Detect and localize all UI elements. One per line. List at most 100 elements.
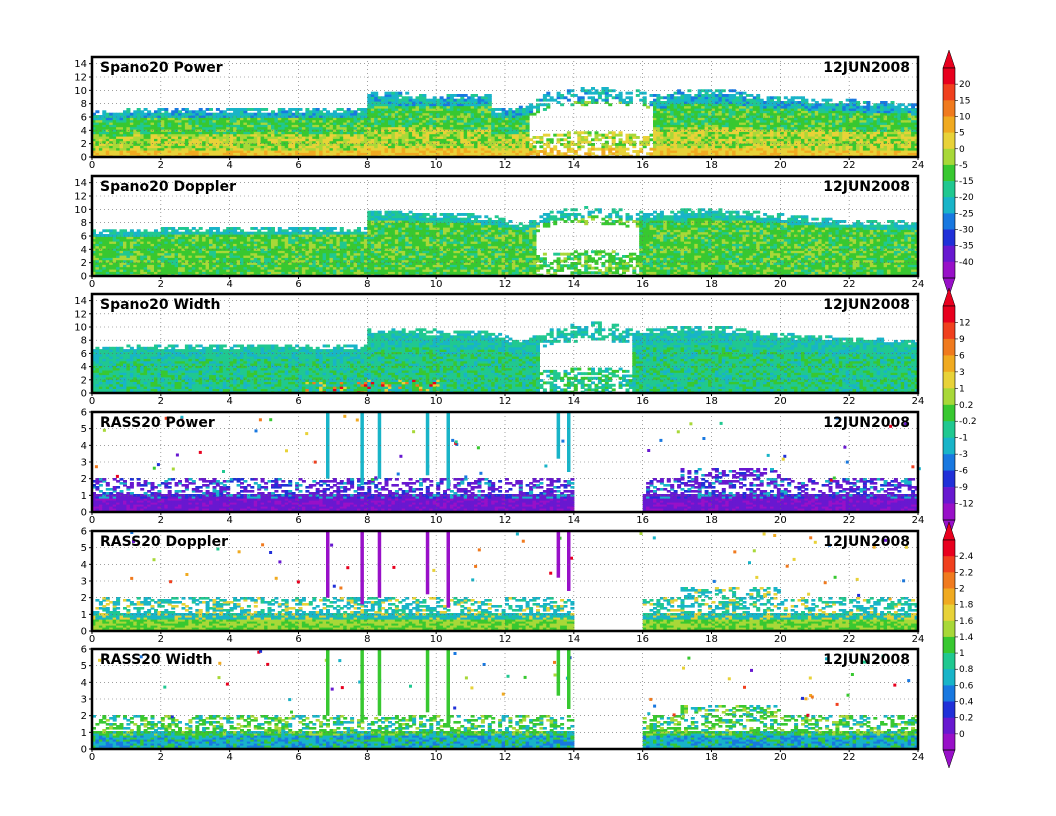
heatmap-cell bbox=[405, 126, 410, 130]
heatmap-cell bbox=[439, 150, 444, 153]
heatmap-cell bbox=[212, 150, 217, 153]
heatmap-cell bbox=[112, 124, 117, 128]
heatmap-cell bbox=[363, 110, 368, 114]
heatmap-cell bbox=[332, 136, 337, 139]
heatmap-cell bbox=[219, 126, 224, 130]
heatmap-cell bbox=[253, 152, 258, 156]
heatmap-cell bbox=[398, 105, 403, 109]
heatmap-cell bbox=[205, 133, 210, 137]
heatmap-cell bbox=[422, 126, 427, 130]
heatmap-cell bbox=[315, 140, 320, 144]
heatmap-cell bbox=[566, 98, 571, 102]
heatmap-cell bbox=[291, 150, 296, 153]
heatmap-cell bbox=[388, 133, 392, 137]
heatmap-cell bbox=[821, 98, 826, 102]
heatmap-cell bbox=[277, 147, 282, 151]
heatmap-cell bbox=[295, 115, 300, 118]
heatmap-cell bbox=[229, 119, 234, 123]
heatmap-cell bbox=[171, 152, 176, 156]
heatmap-cell bbox=[133, 115, 138, 118]
heatmap-cell bbox=[226, 147, 231, 151]
heatmap-cell bbox=[143, 147, 148, 151]
heatmap-cell bbox=[171, 143, 176, 146]
heatmap-cell bbox=[215, 122, 220, 125]
heatmap-cell bbox=[212, 147, 217, 151]
heatmap-cell bbox=[95, 152, 100, 156]
heatmap-cell bbox=[580, 145, 585, 149]
heatmap-cell bbox=[140, 143, 145, 146]
heatmap-cell bbox=[556, 150, 561, 153]
heatmap-cell bbox=[456, 108, 461, 111]
heatmap-cell bbox=[143, 136, 148, 139]
heatmap-cell bbox=[408, 117, 413, 121]
heatmap-cell bbox=[167, 136, 172, 139]
heatmap-cell bbox=[388, 117, 392, 121]
heatmap-cell bbox=[291, 136, 296, 139]
heatmap-cell bbox=[408, 129, 413, 132]
heatmap-cell bbox=[181, 112, 186, 116]
heatmap-cell bbox=[353, 112, 358, 116]
heatmap-cell bbox=[281, 115, 286, 118]
heatmap-cell bbox=[439, 129, 444, 132]
heatmap-cell bbox=[277, 119, 282, 123]
heatmap-cell bbox=[339, 140, 344, 144]
heatmap-cell bbox=[436, 131, 441, 135]
heatmap-cell bbox=[374, 136, 379, 139]
heatmap-cell bbox=[353, 145, 358, 149]
heatmap-cell bbox=[253, 122, 258, 125]
heatmap-cell bbox=[384, 94, 389, 97]
heatmap-cell bbox=[95, 122, 100, 125]
heatmap-cell bbox=[264, 140, 269, 144]
heatmap-cell bbox=[116, 112, 121, 116]
heatmap-cell bbox=[467, 133, 472, 137]
heatmap-cell bbox=[198, 112, 203, 116]
heatmap-cell bbox=[198, 136, 203, 139]
heatmap-cell bbox=[408, 133, 413, 137]
heatmap-cell bbox=[374, 108, 379, 111]
heatmap-cell bbox=[446, 143, 451, 146]
heatmap-cell bbox=[181, 131, 186, 135]
heatmap-cell bbox=[136, 147, 141, 151]
heatmap-cell bbox=[308, 110, 313, 114]
heatmap-cell bbox=[412, 131, 417, 135]
heatmap-cell bbox=[226, 108, 231, 111]
heatmap-cell bbox=[274, 152, 279, 156]
heatmap-cell bbox=[308, 143, 313, 146]
heatmap-cell bbox=[171, 119, 176, 123]
heatmap-cell bbox=[167, 117, 172, 121]
heatmap-cell bbox=[332, 129, 337, 132]
heatmap-cell bbox=[381, 119, 386, 123]
heatmap-cell bbox=[202, 133, 207, 137]
heatmap-cell bbox=[446, 124, 451, 128]
heatmap-cell bbox=[384, 129, 389, 132]
heatmap-cell bbox=[363, 115, 368, 118]
heatmap-cell bbox=[267, 150, 272, 153]
heatmap-cell bbox=[436, 103, 441, 107]
heatmap-cell bbox=[264, 131, 269, 135]
heatmap-cell bbox=[219, 147, 224, 151]
heatmap-cell bbox=[215, 129, 220, 132]
heatmap-cell bbox=[415, 138, 420, 142]
heatmap-cell bbox=[102, 119, 107, 123]
heatmap-cell bbox=[456, 138, 461, 142]
heatmap-cell bbox=[298, 117, 303, 121]
heatmap-cell bbox=[463, 105, 468, 109]
heatmap-cell bbox=[456, 131, 461, 135]
heatmap-cell bbox=[398, 122, 403, 125]
heatmap-cell bbox=[102, 115, 107, 118]
heatmap-cell bbox=[257, 152, 262, 156]
heatmap-cell bbox=[398, 138, 403, 142]
heatmap-cell bbox=[112, 143, 117, 146]
heatmap-cell bbox=[274, 147, 279, 151]
heatmap-cell bbox=[443, 147, 447, 151]
heatmap-cell bbox=[195, 143, 200, 146]
heatmap-cell bbox=[171, 145, 176, 149]
heatmap-cell bbox=[147, 110, 152, 114]
heatmap-cell bbox=[408, 119, 413, 123]
heatmap-cell bbox=[212, 124, 217, 128]
heatmap-cell bbox=[453, 110, 458, 114]
heatmap-cell bbox=[102, 133, 107, 137]
heatmap-cell bbox=[147, 133, 152, 137]
heatmap-cell bbox=[384, 122, 389, 125]
heatmap-cell bbox=[401, 140, 406, 144]
